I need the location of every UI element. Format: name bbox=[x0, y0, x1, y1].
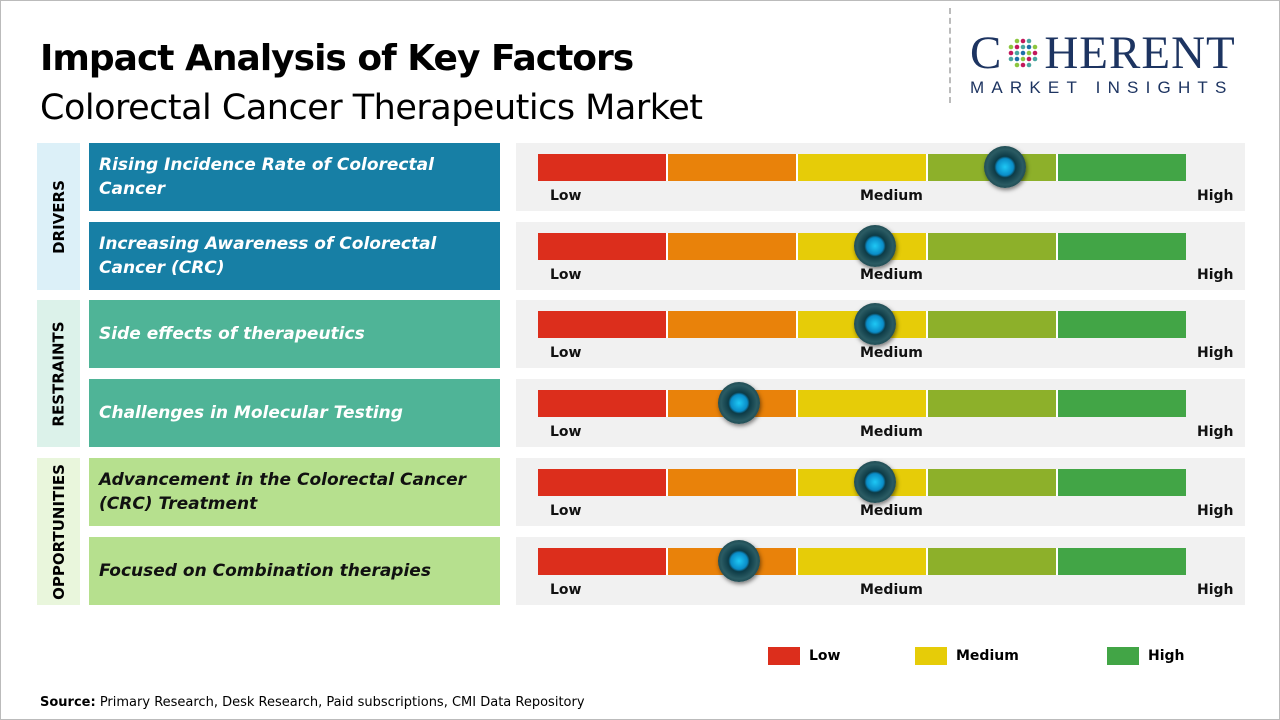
legend-swatch bbox=[768, 647, 800, 665]
source-note: Source: Primary Research, Desk Research,… bbox=[40, 695, 585, 710]
category-restraints: RESTRAINTS bbox=[37, 300, 80, 447]
scale-medium: Medium bbox=[860, 188, 923, 204]
source-text: Primary Research, Desk Research, Paid su… bbox=[95, 695, 585, 710]
meter-bar bbox=[538, 311, 1186, 338]
factor-label: Challenges in Molecular Testing bbox=[89, 379, 500, 447]
meter-segment bbox=[538, 548, 668, 575]
impact-marker bbox=[717, 382, 760, 424]
impact-marker bbox=[853, 303, 896, 345]
scale-medium: Medium bbox=[860, 424, 923, 440]
impact-meter: Low Medium High bbox=[516, 458, 1245, 526]
factor-label: Advancement in the Colorectal Cancer (CR… bbox=[89, 458, 500, 526]
meter-segment bbox=[1058, 311, 1186, 338]
page-subtitle: Colorectal Cancer Therapeutics Market bbox=[40, 88, 703, 128]
meter-segment bbox=[538, 233, 668, 260]
meter-segment bbox=[798, 154, 928, 181]
legend-swatch bbox=[915, 647, 947, 665]
factor-label: Rising Incidence Rate of Colorectal Canc… bbox=[89, 143, 500, 211]
divider bbox=[949, 8, 951, 103]
impact-marker bbox=[853, 461, 896, 503]
scale-low: Low bbox=[550, 345, 582, 361]
scale-low: Low bbox=[550, 582, 582, 598]
meter-segment bbox=[928, 469, 1058, 496]
meter-segment bbox=[928, 233, 1058, 260]
factor-text: Increasing Awareness of Colorectal Cance… bbox=[99, 234, 437, 278]
factor-label: Focused on Combination therapies bbox=[89, 537, 500, 605]
category-label: OPPORTUNITIES bbox=[49, 463, 68, 600]
scale-high: High bbox=[1197, 267, 1234, 283]
meter-segment bbox=[538, 311, 668, 338]
legend-item-high: High bbox=[1107, 647, 1185, 665]
category-drivers: DRIVERS bbox=[37, 143, 80, 290]
scale-high: High bbox=[1197, 503, 1234, 519]
impact-meter: Low Medium High bbox=[516, 222, 1245, 290]
legend-label: Medium bbox=[956, 648, 1019, 664]
logo: C HERENT MARKET INSIGHTS bbox=[970, 27, 1236, 98]
category-label: DRIVERS bbox=[49, 179, 68, 254]
meter-segment bbox=[1058, 233, 1186, 260]
scale-medium: Medium bbox=[860, 503, 923, 519]
scale-medium: Medium bbox=[860, 582, 923, 598]
meter-segment bbox=[668, 233, 798, 260]
impact-meter: Low Medium High bbox=[516, 300, 1245, 368]
impact-marker bbox=[983, 146, 1026, 188]
meter-segment bbox=[928, 311, 1058, 338]
meter-bar bbox=[538, 233, 1186, 260]
scale-high: High bbox=[1197, 424, 1234, 440]
meter-segment bbox=[1058, 469, 1186, 496]
source-label: Source: bbox=[40, 695, 96, 710]
impact-meter: Low Medium High bbox=[516, 537, 1245, 605]
meter-segment bbox=[538, 390, 668, 417]
impact-marker bbox=[717, 540, 760, 582]
meter-segment bbox=[798, 548, 928, 575]
category-label: RESTRAINTS bbox=[49, 320, 68, 427]
meter-segment bbox=[798, 390, 928, 417]
impact-meter: Low Medium High bbox=[516, 143, 1245, 211]
factor-text: Focused on Combination therapies bbox=[99, 561, 431, 581]
meter-bar bbox=[538, 154, 1186, 181]
impact-marker bbox=[853, 225, 896, 267]
scale-medium: Medium bbox=[860, 345, 923, 361]
meter-segment bbox=[928, 390, 1058, 417]
meter-segment bbox=[668, 154, 798, 181]
legend-label: Low bbox=[809, 648, 841, 664]
meter-bar bbox=[538, 390, 1186, 417]
factor-text: Side effects of therapeutics bbox=[99, 324, 365, 344]
meter-segment bbox=[668, 311, 798, 338]
factor-text: Challenges in Molecular Testing bbox=[99, 403, 403, 423]
meter-segment bbox=[928, 548, 1058, 575]
meter-bar bbox=[538, 469, 1186, 496]
factor-label: Side effects of therapeutics bbox=[89, 300, 500, 368]
scale-high: High bbox=[1197, 345, 1234, 361]
meter-segment bbox=[1058, 154, 1186, 181]
scale-low: Low bbox=[550, 188, 582, 204]
scale-medium: Medium bbox=[860, 267, 923, 283]
scale-low: Low bbox=[550, 424, 582, 440]
scale-low: Low bbox=[550, 267, 582, 283]
globe-icon bbox=[1009, 38, 1038, 68]
factor-text: Rising Incidence Rate of Colorectal Canc… bbox=[99, 155, 434, 199]
legend-item-medium: Medium bbox=[915, 647, 1019, 665]
legend-item-low: Low bbox=[768, 647, 840, 665]
category-opportunities: OPPORTUNITIES bbox=[37, 458, 80, 605]
meter-bar bbox=[538, 548, 1186, 575]
meter-segment bbox=[538, 154, 668, 181]
meter-segment bbox=[668, 469, 798, 496]
impact-meter: Low Medium High bbox=[516, 379, 1245, 447]
meter-segment bbox=[538, 469, 668, 496]
meter-segment bbox=[1058, 390, 1186, 417]
legend-swatch bbox=[1107, 647, 1139, 665]
page-title: Impact Analysis of Key Factors bbox=[40, 38, 634, 79]
factor-label: Increasing Awareness of Colorectal Cance… bbox=[89, 222, 500, 290]
scale-low: Low bbox=[550, 503, 582, 519]
factor-text: Advancement in the Colorectal Cancer (CR… bbox=[99, 470, 467, 514]
legend-label: High bbox=[1148, 648, 1185, 664]
scale-high: High bbox=[1197, 582, 1234, 598]
meter-segment bbox=[1058, 548, 1186, 575]
scale-high: High bbox=[1197, 188, 1234, 204]
